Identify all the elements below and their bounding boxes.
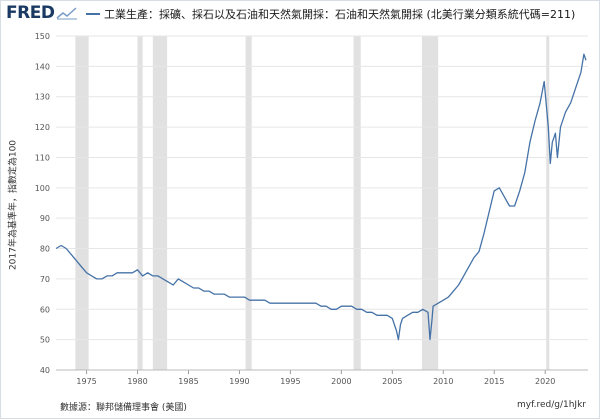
x-tick-label: 2000 bbox=[331, 377, 351, 386]
recession-band bbox=[546, 36, 550, 370]
chart-header: FRED 工業生產：採礦、採石以及石油和天然氣開採：石油和天然氣開採 (北美行業… bbox=[0, 0, 600, 28]
recession-band bbox=[137, 36, 143, 370]
y-tick-label: 120 bbox=[35, 123, 50, 132]
x-axis-ticks: 1975 1980 1985 1990 1995 2000 2005 2010 2015 2020 bbox=[56, 369, 588, 386]
y-tick-label: 40 bbox=[40, 366, 50, 375]
x-tick-label: 1995 bbox=[280, 377, 300, 386]
y-tick-label: 100 bbox=[35, 184, 50, 193]
x-tick-label: 2010 bbox=[433, 377, 453, 386]
series-layer bbox=[55, 53, 587, 341]
recession-band bbox=[421, 36, 439, 370]
legend-title: 工業生產：採礦、採石以及石油和天然氣開採：石油和天然氣開採 (北美行業分類系統代… bbox=[104, 8, 576, 21]
y-tick-label: 140 bbox=[35, 62, 50, 71]
x-tick-label: 1975 bbox=[76, 377, 96, 386]
x-tick-label: 2005 bbox=[382, 377, 402, 386]
line-chart-icon bbox=[56, 7, 77, 20]
y-tick-label: 90 bbox=[40, 214, 50, 223]
source-note: 數據源：聯邦儲備理事會 (美國) bbox=[60, 403, 187, 413]
y-tick-label: 80 bbox=[40, 245, 50, 254]
x-tick-label: 1990 bbox=[229, 377, 249, 386]
x-tick-label: 1985 bbox=[178, 377, 198, 386]
share-link[interactable]: myf.red/g/1hJkr bbox=[517, 400, 586, 410]
y-tick-label: 50 bbox=[40, 336, 50, 345]
x-tick-label: 2015 bbox=[484, 377, 504, 386]
recession-shading bbox=[75, 36, 550, 370]
y-tick-label: 130 bbox=[35, 93, 50, 102]
x-tick-label: 2020 bbox=[535, 377, 555, 386]
legend-series-swatch bbox=[86, 13, 100, 15]
recession-band bbox=[353, 36, 361, 370]
fred-logo[interactable]: FRED bbox=[6, 3, 55, 23]
recession-band bbox=[245, 36, 252, 370]
recession-band bbox=[152, 36, 168, 370]
y-axis-ticks: 40 50 60 70 80 90 100 110 120 130 140 150 bbox=[35, 32, 50, 375]
y-axis-label: 2017年為基準年，指數定為100 bbox=[8, 139, 19, 271]
x-tick-label: 1980 bbox=[127, 377, 147, 386]
y-tick-label: 60 bbox=[40, 305, 50, 314]
y-tick-label: 110 bbox=[35, 153, 50, 162]
y-tick-label: 70 bbox=[40, 275, 50, 284]
recession-band bbox=[75, 36, 89, 370]
series-line bbox=[55, 53, 587, 341]
y-tick-label: 150 bbox=[35, 32, 50, 41]
